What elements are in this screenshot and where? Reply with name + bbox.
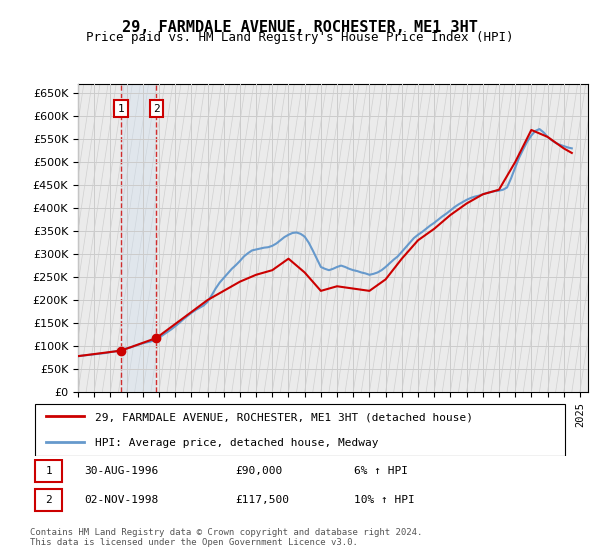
FancyBboxPatch shape bbox=[35, 460, 62, 482]
Text: 30-AUG-1996: 30-AUG-1996 bbox=[84, 466, 158, 476]
FancyBboxPatch shape bbox=[35, 489, 62, 511]
Text: 1: 1 bbox=[118, 104, 124, 114]
Text: 02-NOV-1998: 02-NOV-1998 bbox=[84, 495, 158, 505]
Text: £90,000: £90,000 bbox=[235, 466, 283, 476]
Text: 29, FARMDALE AVENUE, ROCHESTER, ME1 3HT: 29, FARMDALE AVENUE, ROCHESTER, ME1 3HT bbox=[122, 20, 478, 35]
FancyBboxPatch shape bbox=[0, 0, 600, 484]
Text: 2: 2 bbox=[153, 104, 160, 114]
Text: 2: 2 bbox=[46, 495, 52, 505]
Text: 6% ↑ HPI: 6% ↑ HPI bbox=[354, 466, 408, 476]
Text: 10% ↑ HPI: 10% ↑ HPI bbox=[354, 495, 415, 505]
Text: Price paid vs. HM Land Registry's House Price Index (HPI): Price paid vs. HM Land Registry's House … bbox=[86, 31, 514, 44]
Text: 29, FARMDALE AVENUE, ROCHESTER, ME1 3HT (detached house): 29, FARMDALE AVENUE, ROCHESTER, ME1 3HT … bbox=[95, 413, 473, 423]
Text: HPI: Average price, detached house, Medway: HPI: Average price, detached house, Medw… bbox=[95, 437, 379, 447]
FancyBboxPatch shape bbox=[35, 404, 565, 456]
Bar bbox=[121, 84, 157, 392]
Text: Contains HM Land Registry data © Crown copyright and database right 2024.
This d: Contains HM Land Registry data © Crown c… bbox=[30, 528, 422, 547]
Text: 1: 1 bbox=[46, 466, 52, 476]
Text: £117,500: £117,500 bbox=[235, 495, 289, 505]
